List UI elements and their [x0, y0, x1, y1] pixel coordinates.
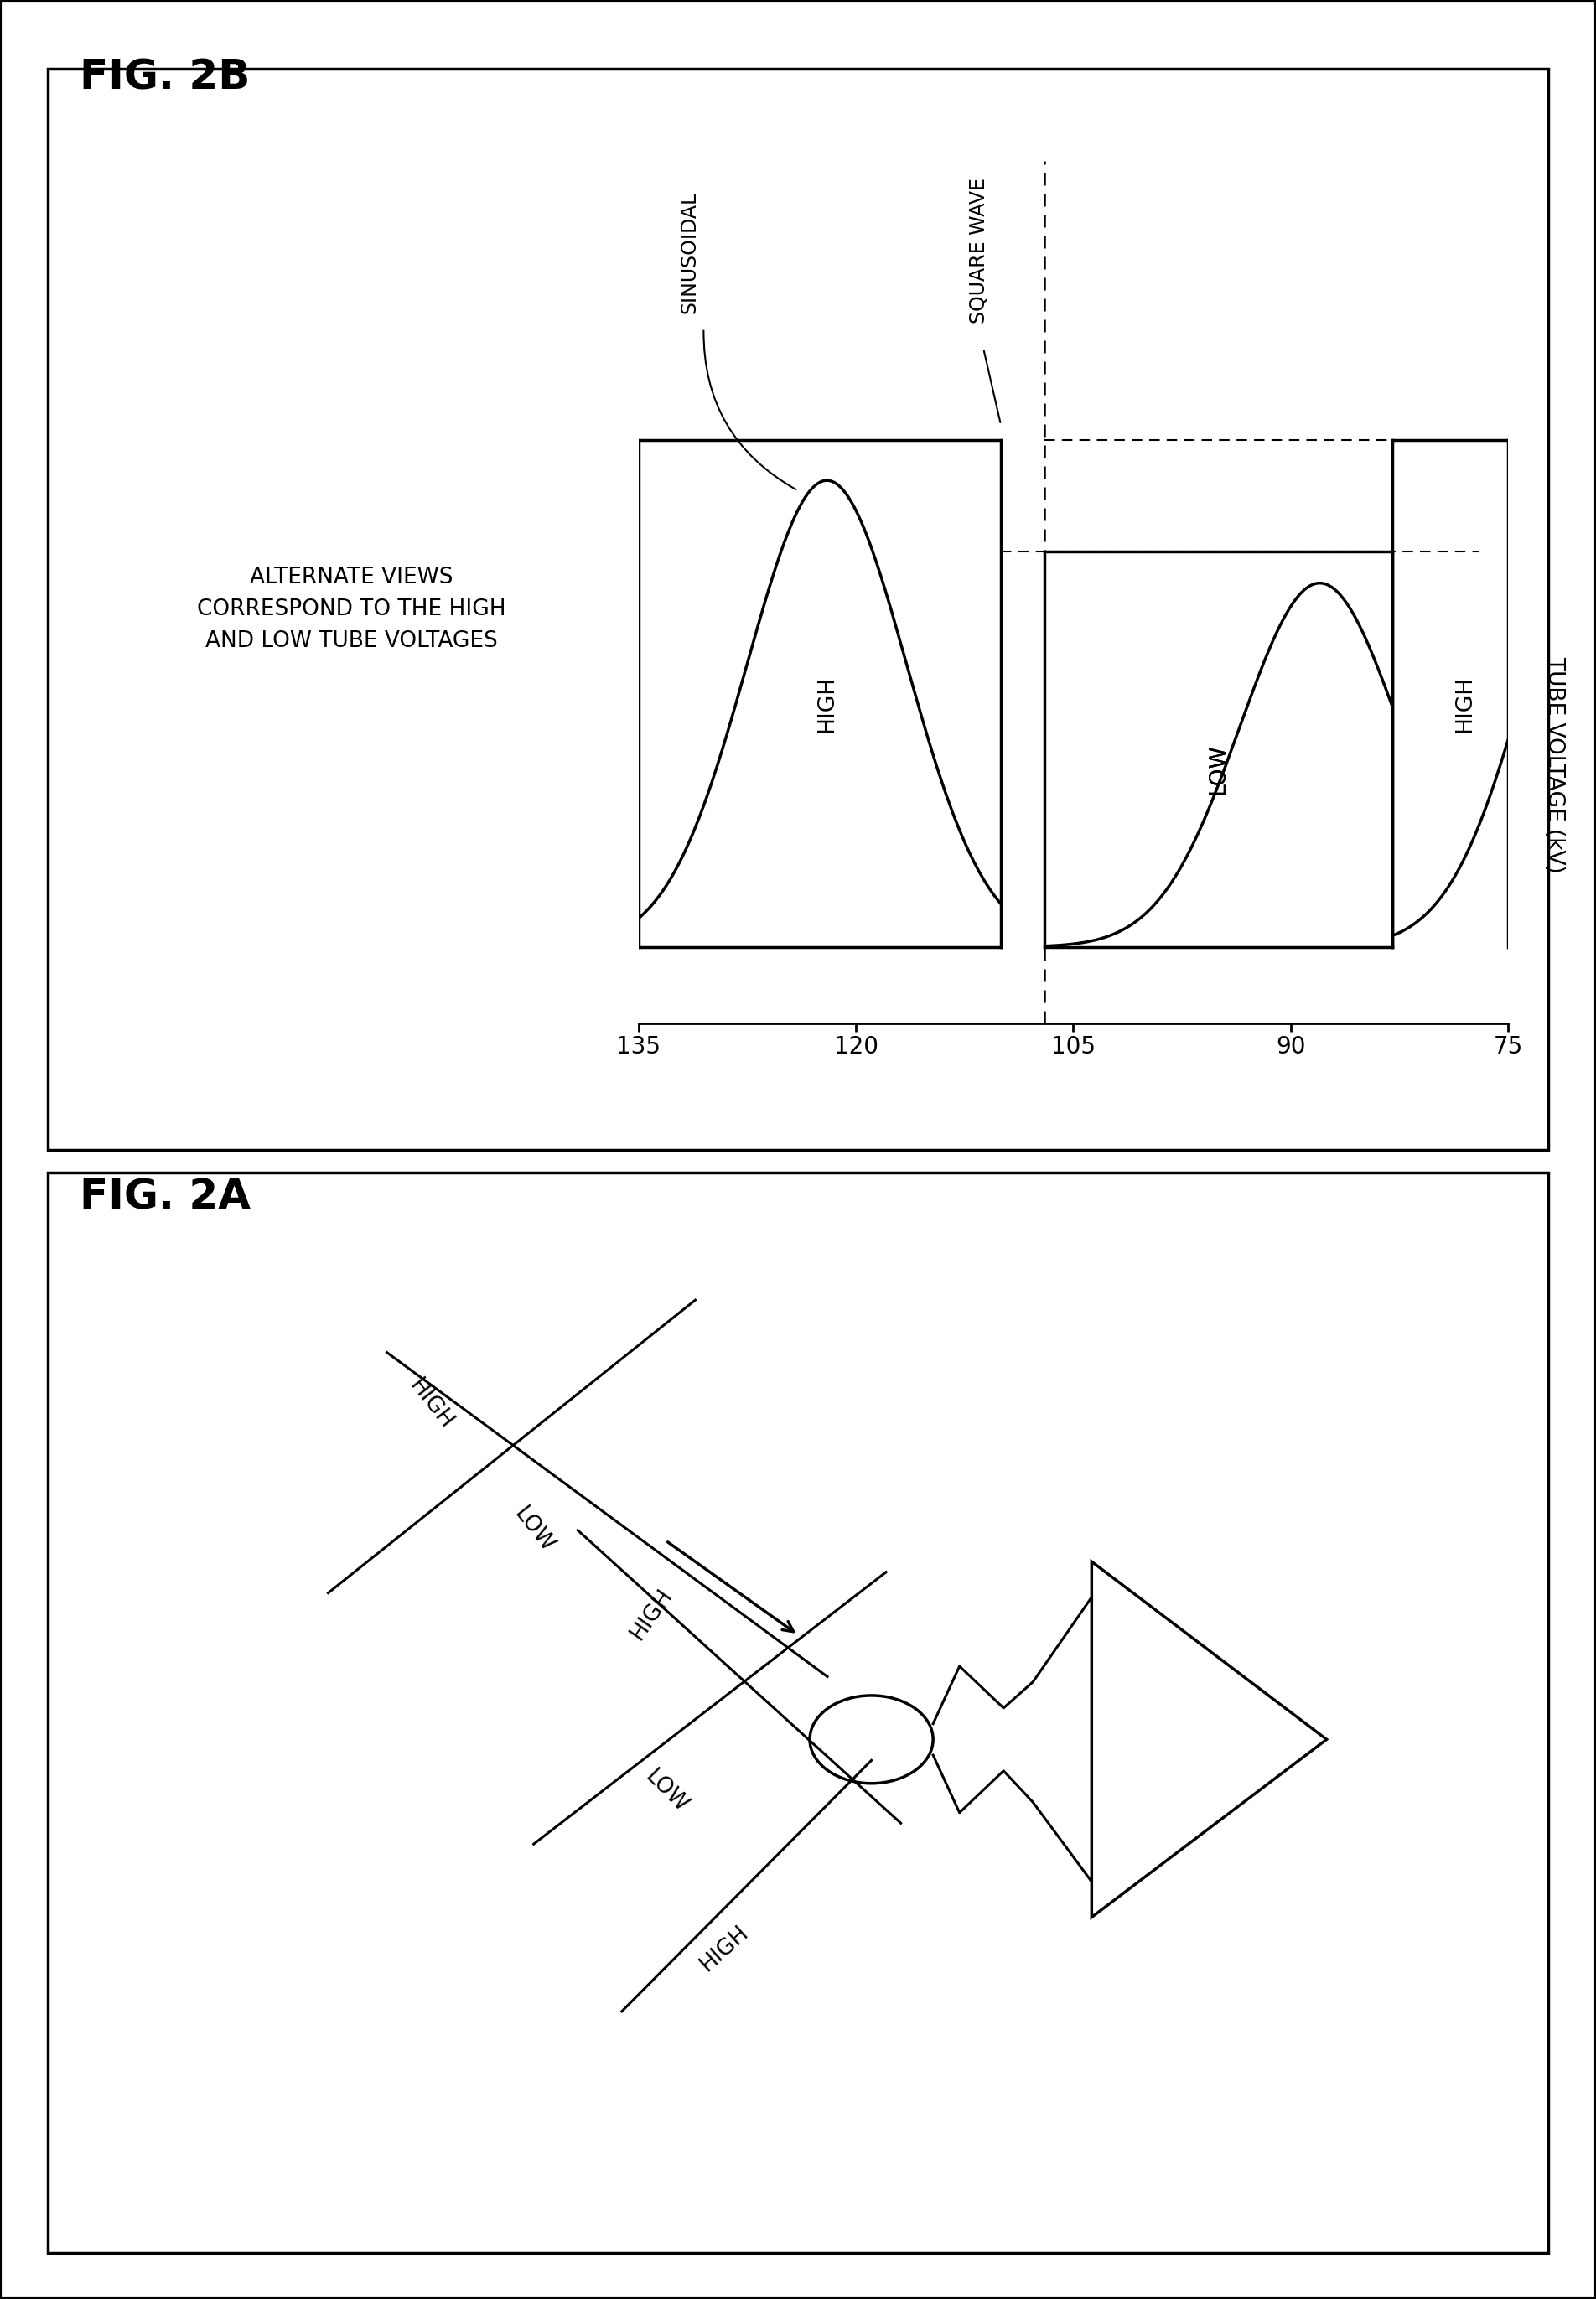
Text: HIGH: HIGH: [816, 676, 838, 731]
Text: SQUARE WAVE: SQUARE WAVE: [969, 177, 990, 324]
Text: FIG. 2B: FIG. 2B: [80, 57, 251, 97]
Text: LOW: LOW: [509, 1504, 559, 1556]
Text: ALTERNATE VIEWS
CORRESPOND TO THE HIGH
AND LOW TUBE VOLTAGES: ALTERNATE VIEWS CORRESPOND TO THE HIGH A…: [196, 566, 506, 653]
Text: TUBE VOLTAGE (kV): TUBE VOLTAGE (kV): [1543, 655, 1564, 874]
Text: HIGH: HIGH: [405, 1375, 456, 1435]
Text: HIGH: HIGH: [696, 1922, 753, 1975]
Text: LOW: LOW: [640, 1766, 691, 1819]
Text: FIG. 2A: FIG. 2A: [80, 1177, 251, 1216]
Text: SINUSOIDAL: SINUSOIDAL: [678, 191, 699, 313]
Text: LOW: LOW: [1208, 743, 1229, 795]
Text: LOW: LOW: [1208, 743, 1229, 795]
Text: HIGH: HIGH: [626, 1584, 677, 1644]
Text: HIGH: HIGH: [1454, 676, 1476, 731]
